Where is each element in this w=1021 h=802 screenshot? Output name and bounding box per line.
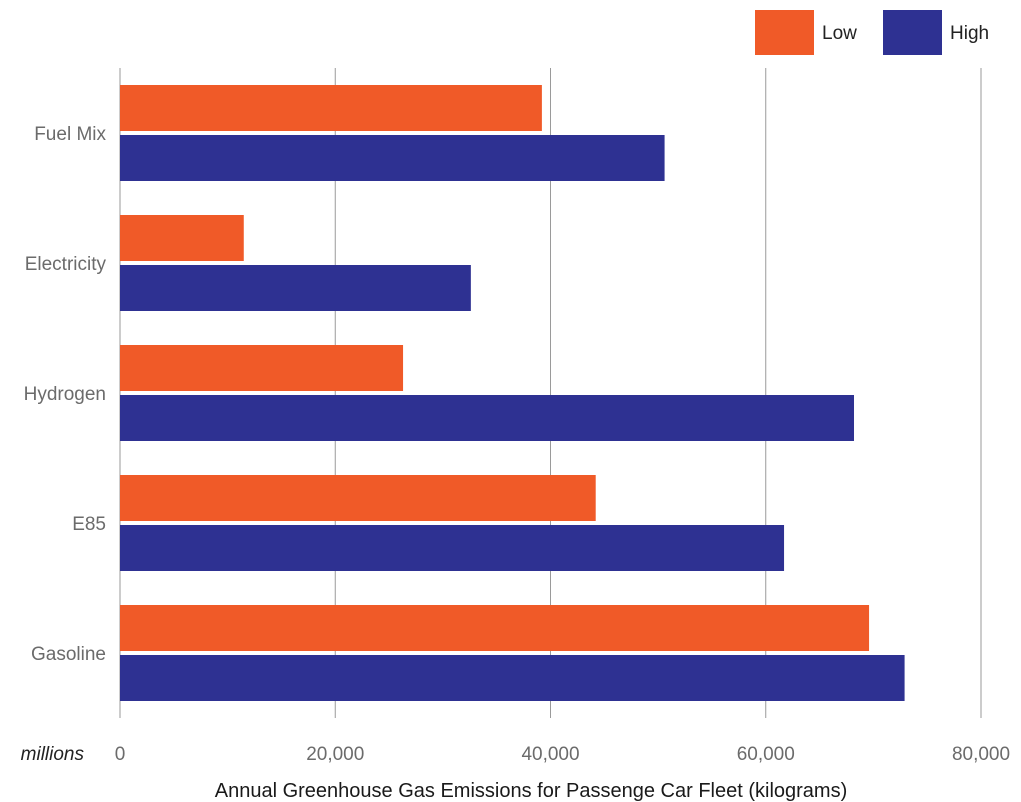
bar-high-fuel-mix bbox=[120, 135, 665, 181]
category-label: Hydrogen bbox=[24, 384, 106, 405]
x-axis-unit-label: millions bbox=[21, 744, 85, 765]
bar-high-gasoline bbox=[120, 655, 905, 701]
x-axis-ticks: millions 0 20,000 40,000 60,000 80,000 bbox=[21, 744, 1010, 765]
bar-low-gasoline bbox=[120, 605, 870, 651]
category-label: Fuel Mix bbox=[34, 124, 106, 145]
bar-low-hydrogen bbox=[120, 345, 404, 391]
x-tick-label: 20,000 bbox=[306, 744, 364, 765]
x-axis-title: Annual Greenhouse Gas Emissions for Pass… bbox=[215, 780, 848, 802]
legend-swatch-high bbox=[883, 10, 942, 55]
bar-low-fuel-mix bbox=[120, 85, 542, 131]
category-label: Electricity bbox=[25, 254, 107, 275]
bars bbox=[120, 85, 905, 701]
x-tick-label: 40,000 bbox=[521, 744, 579, 765]
legend-label-low: Low bbox=[822, 23, 857, 44]
category-labels: Fuel Mix Electricity Hydrogen E85 Gasoline bbox=[24, 124, 107, 665]
category-label: Gasoline bbox=[31, 644, 106, 665]
bar-high-electricity bbox=[120, 265, 471, 311]
x-tick-label: 0 bbox=[115, 744, 126, 765]
bar-low-e85 bbox=[120, 475, 596, 521]
bar-high-e85 bbox=[120, 525, 785, 571]
x-tick-label: 80,000 bbox=[952, 744, 1010, 765]
bar-high-hydrogen bbox=[120, 395, 855, 441]
category-label: E85 bbox=[72, 514, 106, 535]
x-tick-label: 60,000 bbox=[737, 744, 795, 765]
bar-low-electricity bbox=[120, 215, 244, 261]
legend-swatch-low bbox=[755, 10, 814, 55]
legend-label-high: High bbox=[950, 23, 989, 44]
legend: Low High bbox=[755, 10, 989, 55]
